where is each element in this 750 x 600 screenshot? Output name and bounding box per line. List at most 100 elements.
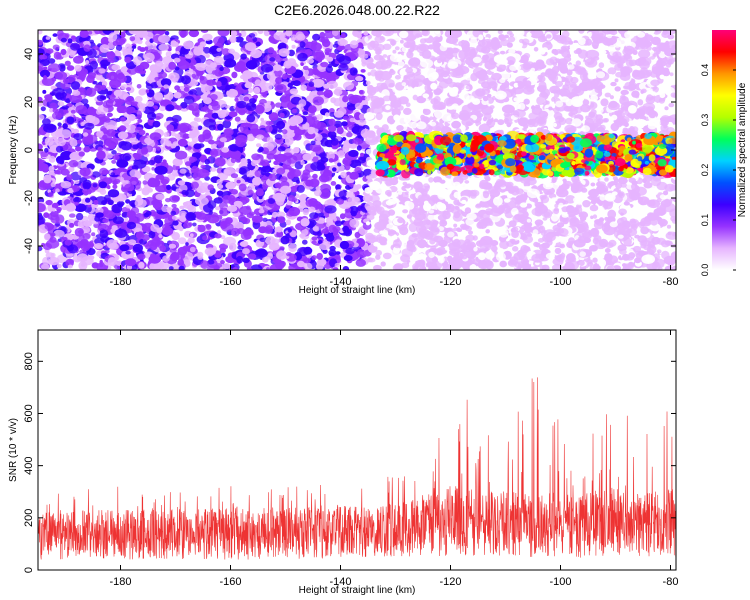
heatmap-cell [129,179,138,186]
heatmap-cell [148,74,155,80]
heatmap-cell [154,116,161,120]
heatmap-cell [52,33,58,37]
heatmap-cell [230,157,237,164]
heatmap-cell [260,117,265,122]
heatmap-cell [219,137,227,143]
heatmap-cell [214,233,222,239]
heatmap-cell [238,109,246,116]
heatmap-cell [345,247,355,255]
heatmap-cell [236,179,241,184]
heatmap-cell [392,49,397,54]
heatmap-cell [38,62,44,72]
heatmap-cell [319,183,332,193]
heatmap-cell [489,230,500,238]
heatmap-cell [247,253,257,260]
heatmap-cell [250,264,263,270]
heatmap-cell [297,260,305,268]
heatmap-cell [300,218,310,227]
heatmap-cell [252,36,258,43]
heatmap-cell [165,51,172,58]
heatmap-cell [171,203,177,208]
heatmap-cell [68,166,75,173]
heatmap-cell [168,72,180,82]
heatmap-cell [349,40,359,49]
heatmap-cell [309,91,316,96]
heatmap-cell [165,104,175,111]
heatmap-cell [537,238,545,243]
heatmap-cell [85,60,90,65]
heatmap-cell [81,98,89,105]
heatmap-cell [176,105,182,111]
heatmap-cell [178,226,184,232]
heatmap-cell [343,81,355,91]
heatmap-cell [552,122,558,128]
heatmap-cell [38,202,46,213]
heatmap-cell [69,213,76,218]
heatmap-cell [66,116,75,125]
heatmap-cell [309,212,319,220]
heatmap-cell [174,150,188,160]
heatmap-cell [145,89,150,94]
heatmap-cell [310,50,318,57]
heatmap-cell [192,222,197,227]
heatmap-cell [356,184,362,189]
heatmap-cell [311,236,318,241]
heatmap-cell [205,224,212,230]
heatmap-cell [153,30,159,34]
heatmap-cell [320,61,329,68]
heatmap-cell [289,88,299,95]
heatmap-cell [282,73,288,80]
heatmap-cell [92,183,98,188]
heatmap-cell [281,37,288,45]
heatmap-cell [236,60,246,70]
heatmap-cell [139,61,150,70]
heatmap-cell [286,252,292,257]
heatmap-cell [251,215,263,223]
heatmap-cell [260,168,267,176]
heatmap-cell [159,245,166,252]
heatmap-cell [93,199,99,205]
heatmap-cell [107,257,117,267]
heatmap-cell [112,216,124,225]
heatmap-cell [114,50,120,55]
heatmap-cell [38,39,44,46]
heatmap-cell [249,98,257,104]
heatmap-cell [268,252,273,257]
heatmap-cell [258,146,264,153]
heatmap-cell [45,199,53,206]
heatmap-cell [280,98,290,109]
heatmap-cell [312,225,320,232]
heatmap-cell [178,237,187,245]
heatmap-cell [352,30,360,36]
heatmap-cell [221,48,230,56]
heatmap-cell [139,47,146,52]
heatmap-cell [303,246,313,255]
heatmap-cell [252,177,262,186]
heatmap-cell [114,228,128,238]
heatmap-cell [42,243,53,250]
heatmap-cell [336,198,344,205]
heatmap-cell [211,103,221,111]
heatmap-cell [279,112,285,118]
heatmap-cell [99,95,107,100]
heatmap-cell [323,83,331,89]
heatmap-cell [269,263,282,270]
heatmap-cell [286,131,295,138]
heatmap-cell [261,82,273,91]
heatmap-cell [256,188,264,197]
heatmap-cell [324,112,330,117]
heatmap-cell [116,159,129,168]
heatmap-cell [181,190,188,195]
heatmap-cell [85,134,98,144]
heatmap-cell [59,160,64,165]
heatmap-cell [343,255,353,262]
heatmap-cell [259,237,267,242]
heatmap-cell [153,92,164,101]
heatmap-cell [499,50,506,55]
heatmap-cell [180,49,189,55]
heatmap-cell [281,129,288,135]
heatmap-cell [192,129,200,138]
heatmap-cell [300,160,305,166]
heatmap-cell [43,123,57,133]
